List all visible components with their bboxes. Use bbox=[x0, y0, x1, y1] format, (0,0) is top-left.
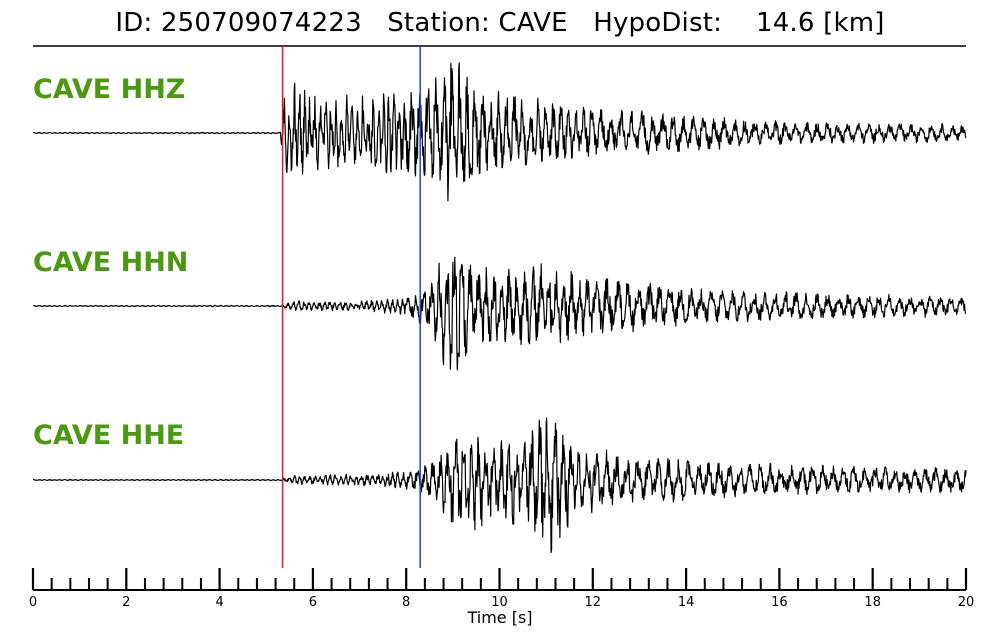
x-tick-label: 8 bbox=[402, 595, 410, 610]
x-tick-label: 12 bbox=[585, 595, 602, 610]
x-tick-label: 20 bbox=[958, 595, 975, 610]
traces-group bbox=[32, 62, 967, 554]
chart-title: ID: 250709074223 Station: CAVE HypoDist:… bbox=[0, 8, 1000, 38]
title-id-label: ID: bbox=[115, 8, 153, 38]
x-tick-label: 2 bbox=[122, 595, 130, 610]
x-tick-label: 10 bbox=[491, 595, 508, 610]
x-tick-label: 0 bbox=[29, 595, 37, 610]
channel-label-hhz: CAVE HHZ bbox=[33, 74, 186, 105]
title-dist-label: HypoDist: bbox=[593, 8, 723, 38]
x-tick-label: 6 bbox=[309, 595, 317, 610]
title-station-label: Station: bbox=[387, 8, 491, 38]
x-tick-label: 18 bbox=[864, 595, 881, 610]
title-dist: 14.6 bbox=[755, 8, 815, 38]
trace-cave-hhz bbox=[32, 62, 967, 202]
trace-cave-hhn bbox=[32, 256, 967, 371]
title-id: 250709074223 bbox=[160, 8, 362, 38]
x-tick-label: 14 bbox=[678, 595, 695, 610]
channel-label-hhe: CAVE HHE bbox=[33, 420, 185, 451]
title-dist-unit: [km] bbox=[823, 8, 885, 38]
picks-group bbox=[281, 46, 421, 568]
x-axis: 0 2 4 6 8 10 12 14 16 18 20 Time [s] bbox=[29, 568, 974, 627]
channel-label-hhn: CAVE HHN bbox=[33, 247, 189, 278]
title-station: CAVE bbox=[498, 8, 568, 38]
trace-cave-hhe bbox=[32, 417, 967, 554]
x-axis-title: Time [s] bbox=[466, 608, 532, 627]
x-tick-label: 16 bbox=[771, 595, 788, 610]
x-tick-label: 4 bbox=[215, 595, 223, 610]
